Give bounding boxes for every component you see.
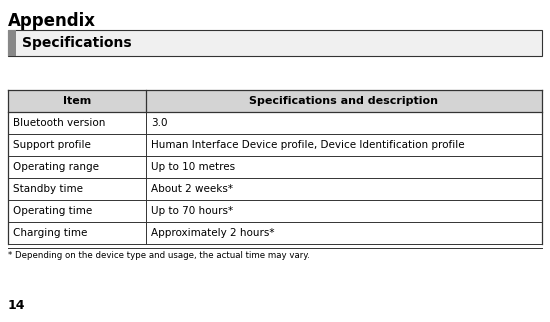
Text: Operating range: Operating range xyxy=(13,162,99,172)
Text: Operating time: Operating time xyxy=(13,206,92,216)
Text: Approximately 2 hours*: Approximately 2 hours* xyxy=(151,228,274,238)
Text: Up to 70 hours*: Up to 70 hours* xyxy=(151,206,233,216)
Text: Item: Item xyxy=(63,96,91,106)
Text: Support profile: Support profile xyxy=(13,140,91,150)
Text: * Depending on the device type and usage, the actual time may vary.: * Depending on the device type and usage… xyxy=(8,251,310,260)
Text: Specifications: Specifications xyxy=(22,36,131,50)
Bar xyxy=(8,90,542,112)
Text: Up to 10 metres: Up to 10 metres xyxy=(151,162,235,172)
Text: Appendix: Appendix xyxy=(8,12,96,30)
Text: Bluetooth version: Bluetooth version xyxy=(13,118,106,128)
Text: About 2 weeks*: About 2 weeks* xyxy=(151,184,233,194)
Bar xyxy=(8,30,16,56)
Text: 14: 14 xyxy=(8,299,25,312)
Text: Charging time: Charging time xyxy=(13,228,87,238)
Text: Human Interface Device profile, Device Identification profile: Human Interface Device profile, Device I… xyxy=(151,140,464,150)
Bar xyxy=(8,30,542,56)
Text: Standby time: Standby time xyxy=(13,184,83,194)
Text: 3.0: 3.0 xyxy=(151,118,167,128)
Text: Specifications and description: Specifications and description xyxy=(249,96,438,106)
